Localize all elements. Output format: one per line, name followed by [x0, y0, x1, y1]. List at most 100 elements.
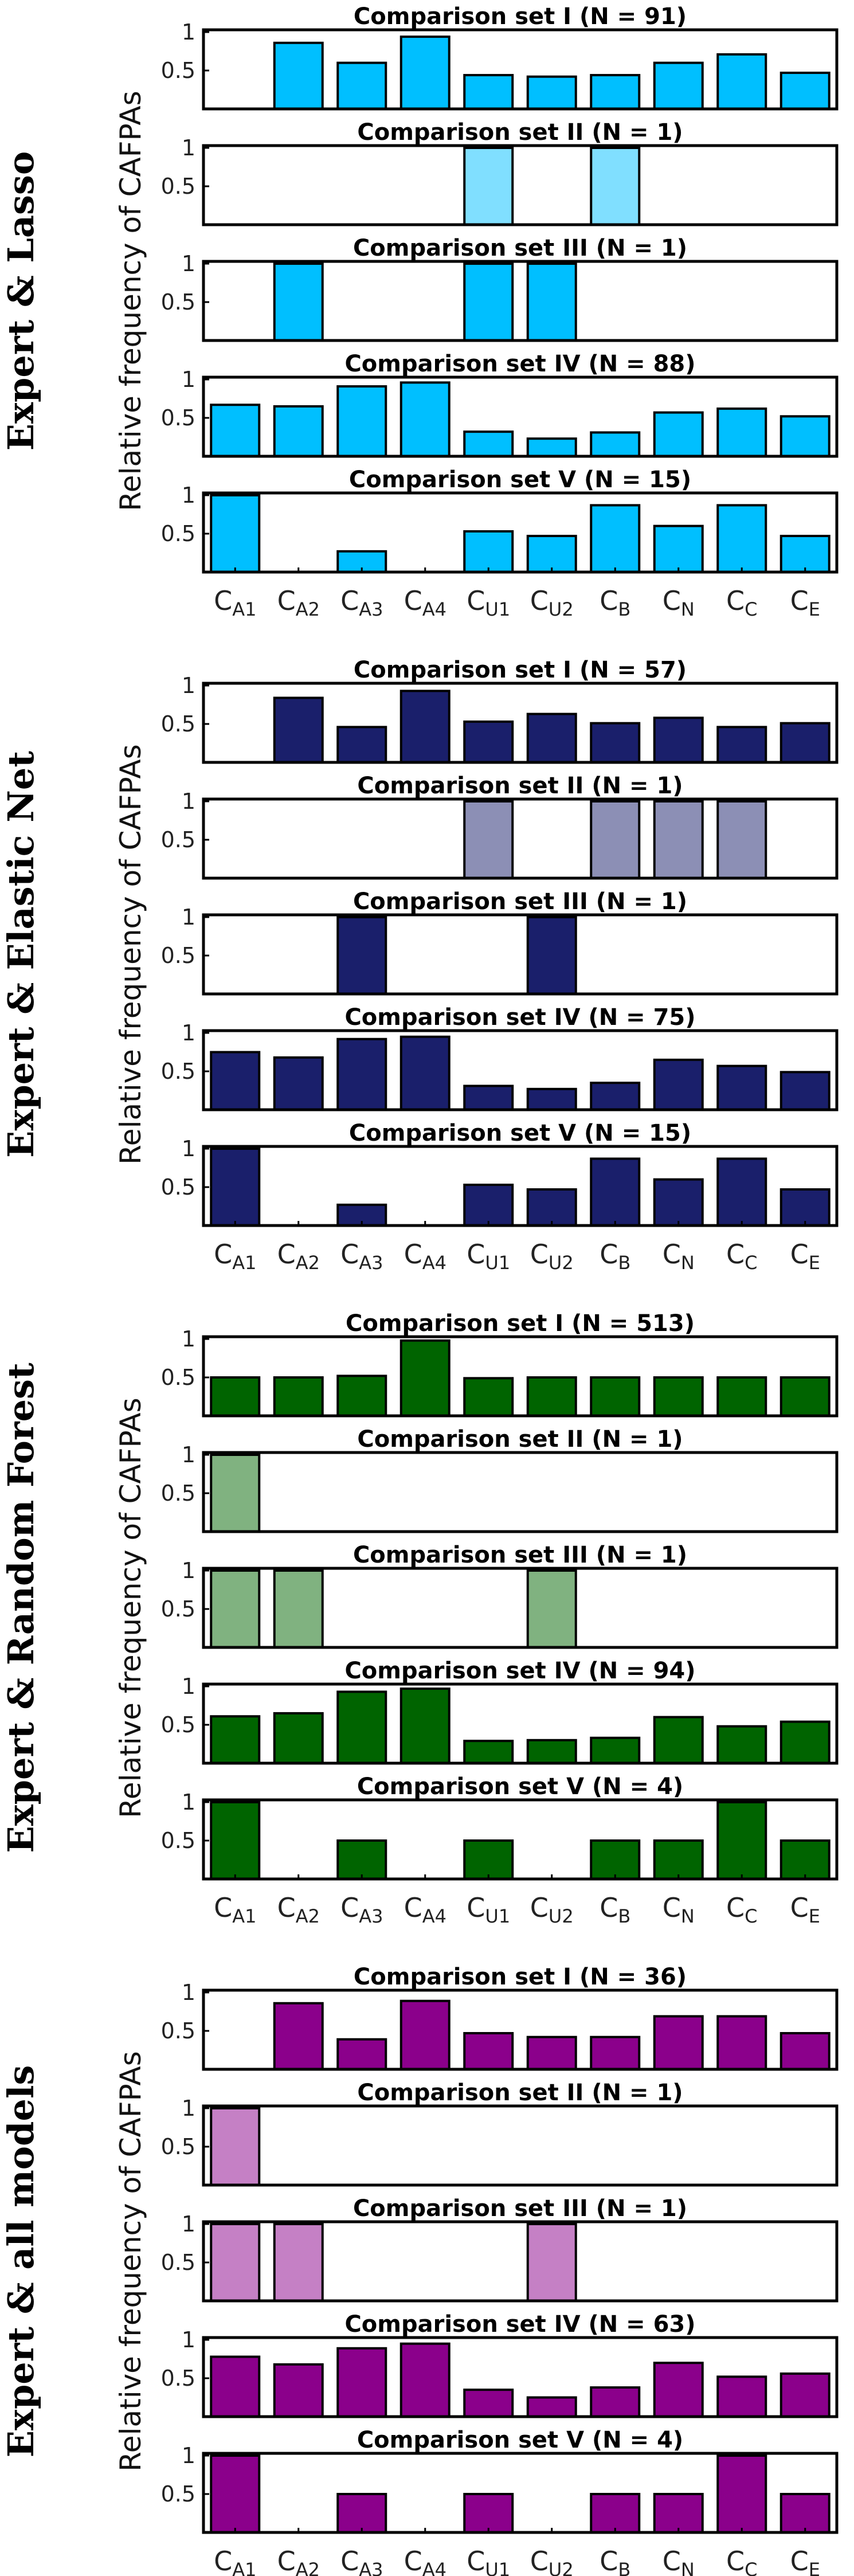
y-tick-label: 1: [182, 367, 195, 392]
panel-2-2: Comparison set II (N = 1) 1 0.5: [161, 773, 839, 880]
bar-E: [779, 1839, 831, 1880]
bar-N: [653, 411, 704, 457]
panel-1-1: Comparison set I (N = 91) 1 0.5: [161, 3, 839, 111]
chart-group-3: Comparison set I (N = 513)10.5Comparison…: [0, 1310, 839, 1927]
x-tick-label: CC: [726, 1892, 757, 1927]
bar-A4: [399, 1999, 450, 2070]
bar-C: [716, 2375, 767, 2418]
axes-box: [202, 797, 839, 880]
bar-B: [590, 1839, 641, 1880]
panel-title: Comparison set III (N = 1): [353, 888, 687, 915]
bar-B: [590, 2493, 641, 2534]
y-axis-label: Relative frequency of CAFPAs: [114, 2051, 147, 2471]
bar-A2: [273, 1376, 324, 1417]
bar-E: [779, 535, 831, 574]
y-tick-label: 0.5: [161, 711, 195, 737]
bar-A1: [210, 1454, 261, 1533]
bar-N: [653, 524, 704, 573]
bar-U2: [526, 535, 577, 574]
y-tick-label: 0.5: [161, 289, 195, 315]
x-tick-label: CN: [663, 1892, 695, 1927]
bar-C: [716, 2454, 767, 2534]
x-tick-label: CA3: [340, 1239, 383, 1274]
panel-1-2: Comparison set II (N = 1) 1 0.5: [161, 119, 839, 226]
x-tick-label: CB: [600, 585, 630, 620]
y-tick-label: 0.5: [161, 58, 195, 83]
x-tick-label: CA3: [340, 2546, 383, 2576]
bar-U2: [526, 2035, 577, 2070]
y-axis-label: Relative frequency of CAFPAs: [114, 744, 147, 1164]
bar-B: [590, 1736, 641, 1765]
bar-U1: [463, 74, 514, 110]
y-tick-label: 0.5: [161, 1059, 195, 1084]
axes-box: [202, 1029, 839, 1111]
panel-title: Comparison set IV (N = 63): [344, 2311, 695, 2338]
bar-N: [653, 1839, 704, 1880]
axes-box: [202, 1567, 839, 1649]
bar-A4: [399, 1035, 450, 1111]
panel-3-1: Comparison set I (N = 513) 1 0.5: [161, 1310, 839, 1418]
x-tick-label: CA1: [214, 585, 256, 620]
bar-A4: [399, 1339, 450, 1417]
axes-box: [202, 2452, 839, 2534]
y-tick-label: 1: [182, 2211, 195, 2237]
x-tick-label: CA3: [340, 585, 383, 620]
panel-title: Comparison set IV (N = 88): [344, 351, 695, 377]
bar-B: [590, 1157, 641, 1227]
panel-2-4: Comparison set IV (N = 75) 1 0.5: [161, 1004, 839, 1111]
bar-A4: [399, 2342, 450, 2418]
y-tick-label: 0.5: [161, 1712, 195, 1737]
bar-A3: [336, 1839, 387, 1880]
panel-4-1: Comparison set I (N = 36) 1 0.5: [161, 1964, 839, 2071]
panel-2-1: Comparison set I (N = 57) 1 0.5: [161, 657, 839, 764]
bar-U1: [463, 1085, 514, 1111]
y-tick-label: 0.5: [161, 1175, 195, 1200]
panel-2-3: Comparison set III (N = 1) 1 0.5: [161, 888, 839, 996]
y-tick-label: 0.5: [161, 1828, 195, 1853]
x-tick-label: CU2: [530, 1239, 574, 1274]
bar-E: [779, 1720, 831, 1764]
panel-1-3: Comparison set III (N = 1) 1 0.5: [161, 235, 839, 342]
x-tick-label: CU2: [530, 2546, 574, 2576]
axes-box: [202, 1335, 839, 1418]
y-tick-label: 1: [182, 1136, 195, 1161]
x-tick-label: CU2: [530, 585, 574, 620]
axes-box: [202, 144, 839, 226]
bar-C: [716, 407, 767, 457]
x-tick-label: CA4: [404, 585, 446, 620]
axes-box: [202, 491, 839, 574]
bar-U1: [463, 530, 514, 573]
x-tick-label: CU1: [467, 585, 510, 620]
bar-A1: [210, 494, 261, 573]
y-tick-label: 0.5: [161, 2481, 195, 2507]
x-tick-label: CU1: [467, 1892, 510, 1927]
y-tick-label: 1: [182, 483, 195, 508]
axes-box: [202, 682, 839, 764]
bar-C: [716, 2015, 767, 2071]
y-tick-label: 0.5: [161, 2018, 195, 2043]
bar-U2: [526, 916, 577, 995]
x-tick-label: CU1: [467, 1239, 510, 1274]
bar-E: [779, 2032, 831, 2071]
panel-1-5: Comparison set V (N = 15) 1 0.5: [161, 467, 839, 574]
x-tick-label: CA2: [277, 1892, 320, 1927]
x-tick-label: CB: [600, 1239, 630, 1274]
group-label: Expert & Lasso: [0, 151, 42, 451]
axes-box: [202, 1798, 839, 1881]
x-tick-label: CU2: [530, 1892, 574, 1927]
bar-A3: [336, 1038, 387, 1111]
bar-C: [716, 726, 767, 764]
bar-U1: [463, 430, 514, 457]
bar-A4: [399, 690, 450, 764]
axes-box: [202, 1988, 839, 2071]
bar-U1: [463, 800, 514, 879]
bar-C: [716, 1376, 767, 1417]
group-label: Expert & all models: [0, 2065, 42, 2458]
bar-C: [716, 1157, 767, 1227]
bar-C: [716, 1725, 767, 1764]
bar-B: [590, 1082, 641, 1111]
bar-N: [653, 1716, 704, 1765]
panel-title: Comparison set I (N = 57): [354, 657, 687, 683]
bar-E: [779, 1376, 831, 1417]
